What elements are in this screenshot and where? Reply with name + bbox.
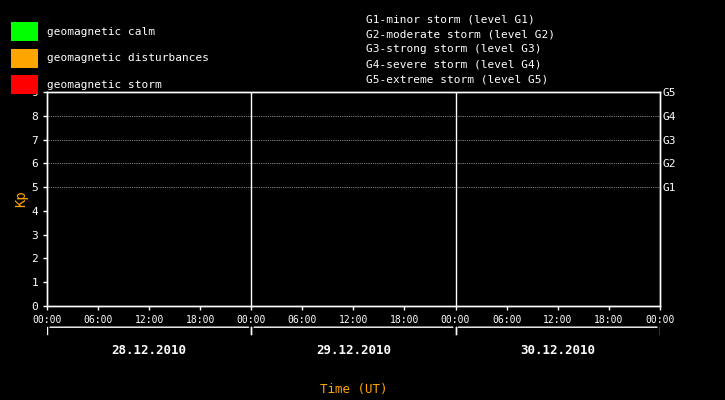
Text: 29.12.2010: 29.12.2010	[316, 344, 391, 356]
Text: G1-minor storm (level G1): G1-minor storm (level G1)	[366, 14, 535, 24]
Text: geomagnetic storm: geomagnetic storm	[47, 80, 162, 90]
Y-axis label: Kp: Kp	[14, 191, 28, 207]
Text: 30.12.2010: 30.12.2010	[520, 344, 595, 356]
Text: 28.12.2010: 28.12.2010	[112, 344, 187, 356]
Text: geomagnetic calm: geomagnetic calm	[47, 26, 155, 37]
Text: geomagnetic disturbances: geomagnetic disturbances	[47, 54, 209, 64]
Text: Time (UT): Time (UT)	[320, 383, 388, 396]
Text: G2-moderate storm (level G2): G2-moderate storm (level G2)	[366, 29, 555, 39]
Text: G4-severe storm (level G4): G4-severe storm (level G4)	[366, 60, 542, 70]
Text: G3-strong storm (level G3): G3-strong storm (level G3)	[366, 44, 542, 54]
Text: G5-extreme storm (level G5): G5-extreme storm (level G5)	[366, 75, 548, 85]
